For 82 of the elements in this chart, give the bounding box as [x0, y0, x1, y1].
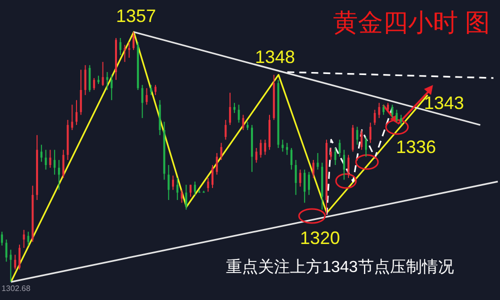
candlestick — [211, 164, 214, 189]
candlestick — [88, 64, 91, 92]
candlestick — [54, 149, 56, 176]
candlestick — [49, 149, 52, 168]
candlestick — [216, 152, 218, 176]
text: 1302.68 — [2, 284, 30, 293]
candlestick — [347, 154, 350, 178]
annotation: 重点关注上方1343节点压制情况 — [226, 259, 454, 276]
candlestick — [154, 84, 156, 96]
candlestick — [224, 119, 227, 140]
candlestick — [396, 109, 398, 122]
candlestick — [294, 159, 297, 196]
candlestick — [343, 149, 346, 180]
candlestick — [150, 84, 152, 96]
candlestick — [242, 114, 244, 131]
candlestick — [40, 144, 42, 162]
annotation: 1336 — [396, 137, 436, 157]
candlestick — [282, 139, 284, 152]
candlestick — [58, 159, 60, 190]
annotation: 1343 — [424, 93, 464, 113]
candlestick — [338, 139, 341, 158]
candlestick — [334, 147, 336, 166]
candlestick — [400, 114, 402, 126]
candlestick — [132, 32, 135, 50]
candlestick — [93, 78, 96, 90]
candlestick — [194, 181, 196, 196]
candlestick — [308, 171, 310, 196]
candlestick — [304, 169, 306, 204]
candlestick — [352, 124, 354, 152]
candlestick — [102, 61, 104, 86]
candlestick — [207, 177, 210, 192]
candlestick — [5, 239, 8, 262]
candlestick — [238, 104, 240, 124]
candlestick — [22, 229, 25, 248]
candlestick — [84, 64, 86, 96]
candlestick — [80, 69, 82, 116]
candlestick — [128, 42, 130, 58]
candlestick — [110, 74, 113, 101]
annotation: 1348 — [254, 47, 296, 67]
candlestick — [106, 72, 108, 90]
candlestick — [290, 147, 292, 170]
candlestick — [168, 164, 170, 200]
candlestick — [312, 159, 314, 178]
candlestick — [316, 152, 319, 170]
candlestick — [260, 139, 262, 158]
candlestick — [286, 142, 288, 156]
candlestick — [146, 88, 148, 106]
candlestick — [18, 244, 21, 270]
candlestick — [124, 44, 126, 62]
chart-title: 黄金四小时 图 — [333, 8, 490, 39]
candlestick — [62, 149, 64, 178]
candlestick — [374, 109, 376, 126]
candlestick — [180, 189, 183, 204]
candlestick — [255, 147, 258, 164]
candlestick — [369, 122, 372, 144]
candlestick — [365, 136, 367, 158]
candlestick — [172, 175, 174, 190]
candlestick — [185, 184, 188, 210]
candlestick — [299, 169, 302, 188]
candlestick — [76, 100, 78, 126]
candlestick — [378, 102, 380, 119]
candlestick — [44, 149, 47, 170]
candlestick — [27, 231, 30, 246]
candlestick — [382, 104, 385, 116]
candlestick — [233, 102, 236, 114]
annotation: 1320 — [300, 228, 340, 248]
candlestick — [356, 126, 358, 146]
candlestick — [264, 139, 266, 156]
candlestick — [220, 142, 222, 160]
candlestick — [71, 104, 74, 131]
candlestick — [360, 130, 363, 150]
candlestick — [119, 37, 122, 56]
candlestick — [14, 254, 16, 270]
candlestick — [0, 231, 3, 246]
candlestick — [141, 84, 144, 119]
candlestick — [10, 249, 12, 282]
candlestick — [229, 92, 232, 126]
candlestick — [330, 147, 332, 160]
candlestick — [176, 177, 178, 200]
candlestick — [386, 102, 389, 113]
text: 1357 — [116, 6, 156, 26]
candlestick — [391, 104, 394, 119]
